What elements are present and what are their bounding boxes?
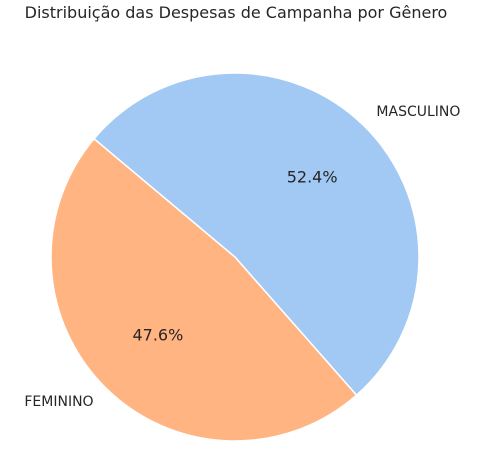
chart-title: Distribuição das Despesas de Campanha po… xyxy=(25,3,448,22)
pie-slice-feminino xyxy=(50,137,358,442)
pie-labels: FEMININO 47.6% MASCULINO 52.4% xyxy=(24,104,460,410)
slice-label-masculino: MASCULINO xyxy=(376,104,460,120)
slice-label-feminino: FEMININO xyxy=(24,394,93,410)
percent-label-masculino: 52.4% xyxy=(287,168,338,187)
percent-label-feminino: 47.6% xyxy=(132,325,183,344)
pie-slice-masculino xyxy=(93,72,420,396)
pie-slices xyxy=(50,72,420,442)
